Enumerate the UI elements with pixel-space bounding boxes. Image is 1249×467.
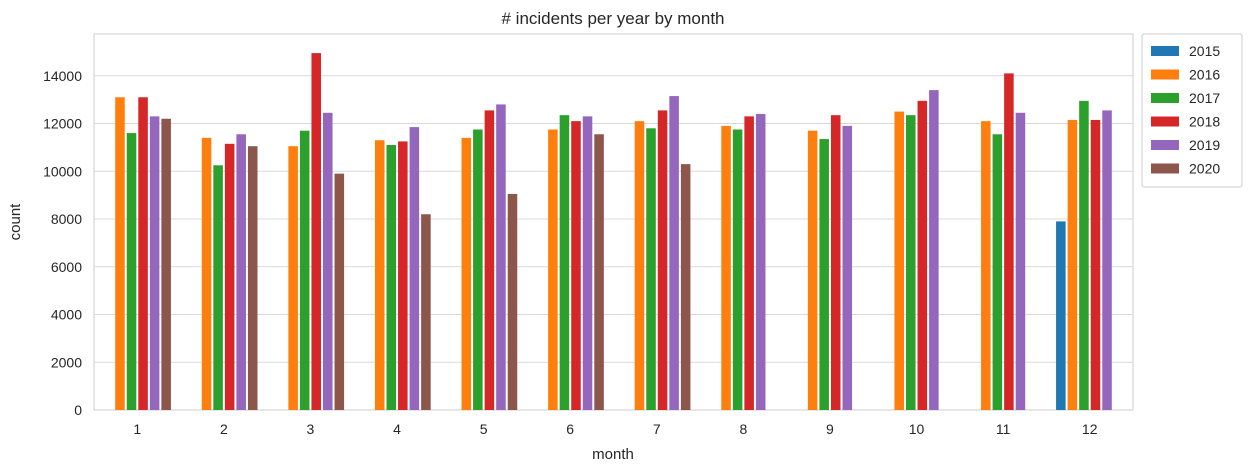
legend-swatch [1151,93,1179,103]
x-tick-label: 12 [1082,421,1098,437]
bar-2016-month-10 [894,111,904,410]
bars [115,53,1112,411]
legend-label: 2015 [1189,43,1220,59]
bar-2016-month-5 [461,137,472,410]
bar-2020-month-4 [421,214,431,410]
bar-2019-month-9 [842,125,853,411]
x-tick-label: 10 [909,421,925,437]
bar-2019-month-2 [236,134,246,410]
bar-2016-month-11 [981,121,991,410]
bar-2018-month-5 [484,110,495,411]
bar-2018-month-8 [744,116,754,410]
bar-2020-month-3 [334,173,345,410]
bar-2019-month-5 [496,104,506,410]
legend: 2015 2016 2017 2018 2019 2020 [1141,33,1243,188]
bar-2019-month-11 [1015,112,1026,411]
bar-2017-month-6 [559,115,570,411]
bar-2018-month-7 [657,110,668,411]
legend-swatch [1151,140,1179,150]
y-tick-label: 6000 [51,259,82,275]
bar-2016-month-8 [721,125,731,411]
legend-label: 2020 [1189,161,1220,177]
bar-2019-month-8 [755,113,766,410]
bar-2020-month-6 [594,134,604,410]
x-tick-label: 8 [739,421,747,437]
legend-swatch [1151,46,1179,56]
bar-2016-month-3 [288,146,298,410]
bar-2019-month-12 [1102,110,1112,411]
bar-2017-month-5 [473,129,483,410]
bar-2018-month-10 [917,100,928,410]
x-tick-label: 3 [307,421,315,437]
plot-area [93,33,1134,411]
bar-2019-month-3 [323,112,333,411]
legend-swatch [1151,116,1179,127]
legend-label: 2019 [1189,137,1220,153]
x-tick-label: 4 [393,421,401,437]
y-tick-label: 14000 [43,68,82,84]
x-axis-label: month [592,446,634,463]
y-tick-label: 12000 [43,116,82,132]
chart-title: # incidents per year by month [501,9,724,28]
bar-2018-month-6 [571,121,581,410]
bar-2018-month-3 [311,53,322,410]
bar-2018-month-9 [830,115,841,411]
x-tick-label: 5 [480,421,488,437]
bar-2016-month-2 [201,137,212,410]
legend-label: 2016 [1189,67,1220,83]
x-tick-label: 7 [653,421,661,437]
bar-2017-month-3 [299,130,310,410]
bar-2017-month-8 [732,129,743,410]
bar-2016-month-4 [374,140,385,410]
x-tick-label: 1 [133,421,141,437]
bar-2016-month-6 [548,129,558,410]
bar-2018-month-11 [1004,73,1014,410]
bar-2020-month-7 [680,164,691,410]
bar-2019-month-7 [669,96,679,411]
bar-2017-month-12 [1079,100,1089,410]
y-tick-label: 4000 [51,307,82,323]
bar-2020-month-2 [247,146,258,410]
x-tick-label: 11 [996,421,1011,437]
bar-2019-month-4 [409,127,420,410]
y-tick-label: 8000 [51,211,82,227]
bar-2019-month-1 [149,116,160,410]
y-axis-ticks: 0 2000 4000 6000 8000 10000 12000 14000 [43,68,82,418]
bar-2020-month-5 [507,193,518,410]
bar-2016-month-7 [634,121,645,410]
gridlines [94,75,1133,363]
bar-2017-month-10 [905,115,916,411]
bar-2018-month-2 [224,143,235,411]
bar-2016-month-9 [807,130,818,410]
bar-2017-month-4 [386,145,397,410]
bar-2018-month-4 [398,141,408,410]
x-tick-label: 2 [220,421,228,437]
bar-2017-month-2 [213,165,223,410]
bar-2017-month-9 [819,139,829,411]
x-tick-label: 6 [566,421,574,437]
bar-2015-month-12 [1056,221,1066,410]
bar-2018-month-1 [138,97,148,410]
x-axis-ticks: 1 2 3 4 5 6 7 8 9 10 11 12 [133,421,1097,437]
bar-2017-month-7 [646,128,656,411]
y-tick-label: 10000 [43,163,82,179]
bar-2018-month-12 [1090,119,1101,410]
bar-2019-month-10 [929,90,939,410]
y-tick-label: 0 [74,402,82,418]
y-axis-label: count [7,203,24,241]
legend-swatch [1151,69,1179,80]
bar-2020-month-1 [161,118,171,410]
bar-2016-month-1 [115,97,125,410]
bar-2019-month-6 [582,116,593,410]
bar-2017-month-1 [126,133,137,411]
x-tick-label: 9 [826,421,834,437]
legend-label: 2018 [1189,114,1220,130]
legend-label: 2017 [1189,90,1220,106]
bar-2016-month-12 [1067,119,1078,410]
y-tick-label: 2000 [51,354,82,370]
legend-swatch [1151,163,1179,174]
bar-2017-month-11 [992,134,1003,410]
